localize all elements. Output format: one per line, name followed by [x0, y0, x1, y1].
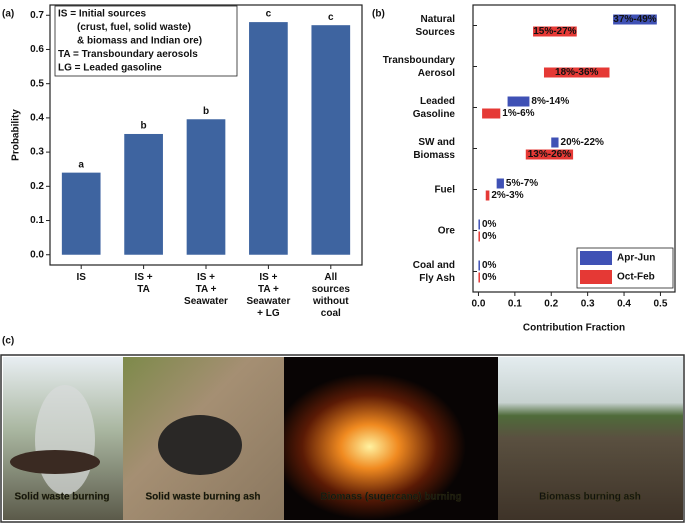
- significance-letter: c: [266, 9, 272, 20]
- range-bar: [478, 231, 480, 242]
- range-bar: [482, 108, 501, 119]
- value-label: 37%-49%: [613, 14, 656, 25]
- x-tick-label: IS: [76, 272, 86, 283]
- legend-label: Apr-Jun: [617, 253, 655, 264]
- ash-patch: [158, 415, 242, 475]
- bar: [311, 25, 351, 255]
- legend-swatch: [580, 251, 612, 265]
- bar: [186, 119, 226, 255]
- range-bar: [496, 178, 504, 189]
- x-tick-label: All sources without coal: [312, 272, 351, 319]
- y-tick-label: Fuel: [434, 184, 455, 195]
- x-tick-label: 0.4: [617, 299, 631, 310]
- y-tick-label: Natural Sources: [416, 14, 456, 38]
- y-axis-title: Probability: [11, 109, 22, 161]
- x-tick-label: IS + TA + Seawater: [184, 272, 228, 307]
- annotation-text: LG = Leaded gasoline: [58, 63, 162, 74]
- range-bar: [613, 14, 657, 25]
- value-label: 5%-7%: [506, 178, 538, 189]
- y-tick-label: SW and Biomass: [413, 137, 455, 161]
- annotation-text: IS = Initial sources: [58, 9, 147, 20]
- y-tick-label: 0.4: [30, 113, 44, 124]
- range-bar: [478, 219, 480, 230]
- photo-biomass-burning: [284, 357, 498, 520]
- panel-label: (a): [2, 9, 14, 20]
- value-label: 0%: [482, 260, 497, 271]
- value-label: 18%-36%: [555, 67, 598, 78]
- panel-label: (c): [2, 336, 14, 347]
- photo-caption: Biomass (sugercane) burning: [320, 492, 461, 503]
- bar: [124, 133, 163, 255]
- photo-biomass-ash: [498, 357, 683, 520]
- value-label: 2%-3%: [491, 190, 523, 201]
- value-label: 15%-27%: [533, 26, 576, 37]
- range-bar: [478, 272, 480, 283]
- legend-label: Oct-Feb: [617, 272, 655, 283]
- photo-caption: Biomass burning ash: [539, 492, 641, 503]
- range-bar: [543, 67, 610, 78]
- y-tick-label: 0.1: [30, 215, 44, 226]
- annotation-text: (crust, fuel, solid waste): [77, 22, 191, 33]
- range-bar: [533, 26, 577, 37]
- significance-letter: a: [78, 159, 84, 170]
- value-label: 1%-6%: [502, 108, 534, 119]
- annotation-box: [54, 5, 238, 77]
- y-tick-label: Ore: [438, 225, 456, 236]
- x-tick-label: 0.1: [508, 299, 522, 310]
- y-tick-label: 0.0: [30, 249, 44, 260]
- x-axis-title: Contribution Fraction: [523, 323, 625, 334]
- value-label: 20%-22%: [561, 137, 604, 148]
- x-tick-label: 0.5: [653, 299, 667, 310]
- photo-caption: Solid waste burning ash: [145, 492, 260, 503]
- value-label: 13%-26%: [528, 149, 571, 160]
- y-tick-label: 0.3: [30, 147, 44, 158]
- legend-swatch: [580, 270, 612, 284]
- y-tick-label: Coal and Fly Ash: [413, 260, 455, 284]
- y-tick-label: 0.2: [30, 181, 44, 192]
- annotation-text: & biomass and Indian ore): [77, 36, 202, 47]
- y-tick-label: 0.6: [30, 44, 44, 55]
- range-bar: [551, 137, 559, 148]
- smoke: [35, 385, 95, 495]
- plot-frame: [49, 4, 363, 266]
- value-label: 0%: [482, 272, 497, 283]
- photo-caption: Solid waste burning: [14, 492, 109, 503]
- range-bar: [507, 96, 530, 107]
- value-label: 0%: [482, 219, 497, 230]
- range-bar: [478, 260, 480, 271]
- range-bar: [525, 149, 574, 160]
- waste-pile: [10, 450, 100, 474]
- y-tick-label: Transboundary Aerosol: [383, 55, 456, 79]
- y-tick-label: 0.5: [30, 78, 44, 89]
- y-tick-label: Leaded Gasoline: [413, 96, 456, 120]
- x-tick-label: 0.2: [544, 299, 558, 310]
- value-label: 0%: [482, 231, 497, 242]
- significance-letter: c: [328, 12, 334, 23]
- significance-letter: b: [203, 106, 209, 117]
- annotation-text: TA = Transboundary aerosols: [58, 49, 198, 60]
- x-tick-label: IS + TA: [135, 272, 153, 295]
- panel-label: (b): [372, 9, 385, 20]
- value-label: 8%-14%: [531, 96, 569, 107]
- panel-c-photos: [0, 354, 685, 523]
- y-tick-label: 0.7: [30, 10, 44, 21]
- plot-frame: [472, 4, 676, 293]
- x-tick-label: 0.3: [581, 299, 595, 310]
- x-tick-label: 0.0: [472, 299, 486, 310]
- bar: [249, 22, 288, 255]
- range-bar: [485, 190, 490, 201]
- significance-letter: b: [141, 121, 147, 132]
- photo-frame: [0, 354, 685, 523]
- bar: [61, 172, 101, 255]
- x-tick-label: IS + TA + Seawater + LG: [246, 272, 290, 319]
